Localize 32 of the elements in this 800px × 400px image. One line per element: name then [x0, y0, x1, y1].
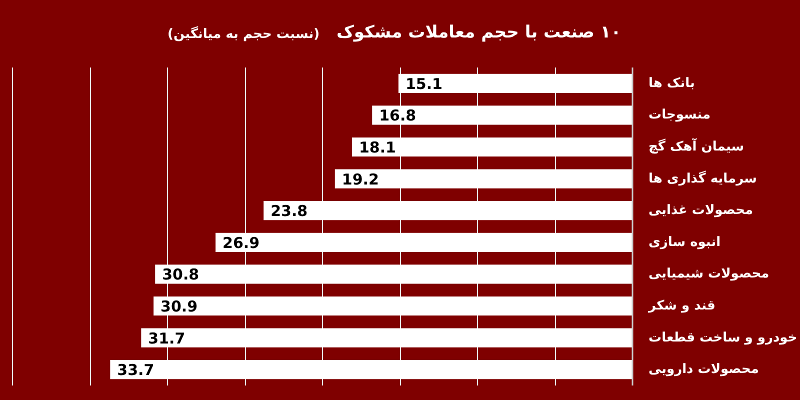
y-tick-label: انبوه سازی [648, 234, 721, 250]
bar [398, 74, 632, 93]
bar [352, 137, 632, 157]
data-label: 30.9 [160, 298, 198, 316]
data-label: 30.8 [162, 266, 200, 284]
data-label: 16.8 [379, 106, 416, 125]
y-tick-label: سیمان آهک گچ [648, 138, 744, 154]
data-label: 26.9 [222, 234, 260, 252]
data-label: 15.1 [405, 74, 442, 93]
data-label: 19.2 [342, 170, 379, 188]
y-tick-label: محصولات دارویی [648, 362, 759, 378]
y-tick-label: خودرو و ساخت قطعات [648, 330, 798, 346]
data-label: 18.1 [358, 138, 396, 156]
data-label: 23.8 [270, 202, 308, 220]
chart-subtitle: (نسبت حجم به میانگین) [168, 26, 320, 42]
bar [264, 201, 632, 220]
bar [141, 328, 632, 348]
bar [154, 296, 632, 316]
data-label: 33.7 [117, 361, 154, 380]
y-tick-label: محصولات غذایی [648, 203, 754, 218]
bar [110, 360, 632, 380]
bar [372, 106, 632, 125]
bar [155, 264, 632, 284]
y-tick-label: قند و شکر [648, 298, 716, 314]
y-tick-label: بانک ها [648, 76, 695, 91]
y-tick-label: منسوجات [648, 108, 711, 123]
bar [216, 232, 632, 252]
data-label: 31.7 [148, 329, 186, 348]
bar [334, 169, 632, 188]
y-tick-label: سرمایه گذاری ها [648, 170, 757, 186]
chart-title: ۱۰ صنعت با حجم معاملات مشکوک [336, 22, 622, 42]
y-tick-label: محصولات شیمیایی [648, 266, 770, 282]
